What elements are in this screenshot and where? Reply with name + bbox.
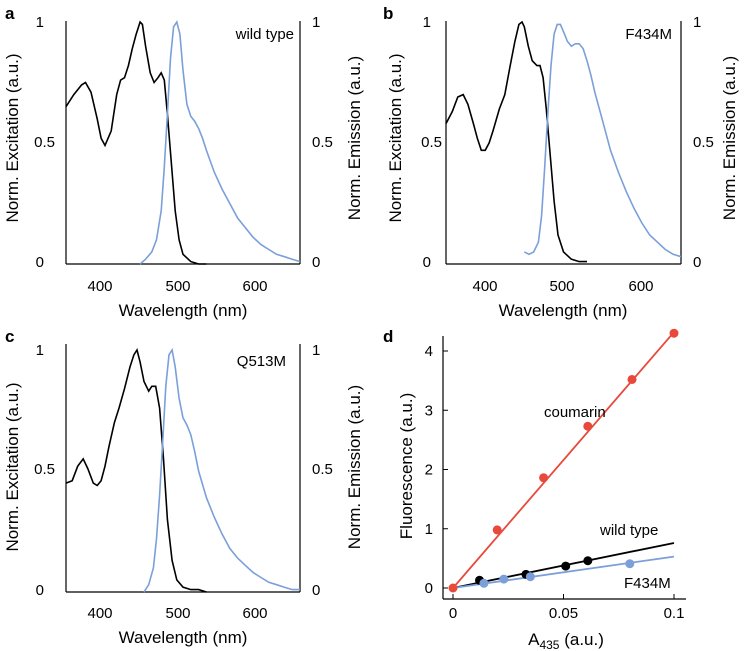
x-tick-label: 400 (87, 605, 112, 622)
x-tick-label: 600 (628, 278, 653, 295)
panel-d: d Fluorescence (a.u.) A435 (a.u.) 0 0.05 0… (383, 327, 686, 651)
y-tick-label-left: 1 (36, 342, 44, 359)
panel-label: b (383, 4, 393, 23)
wild-type-point (561, 561, 571, 571)
coumarin-point (539, 473, 549, 483)
f434m-fit-line (452, 555, 675, 589)
y-tick-label: 3 (425, 402, 433, 419)
y-tick-label: 0 (425, 580, 433, 597)
y-tick-label-left: 0 (36, 254, 44, 271)
y-tick-label-left: 1 (36, 14, 44, 31)
x-axis-label: Wavelength (nm) (119, 301, 248, 320)
y-axis-label-right: Norm. Emission (a.u.) (345, 385, 364, 549)
y-tick-label-right: 0.5 (693, 134, 714, 151)
y-tick-label-right: 0 (312, 582, 320, 599)
series-label-coumarin: coumarin (544, 404, 606, 421)
coumarin-point (669, 328, 679, 338)
y-axis-label-left: Norm. Excitation (a.u.) (3, 382, 22, 551)
x-tick-label: 0.05 (549, 605, 578, 622)
panel-a: a 1 0.5 0 1 0.5 0 400 500 600 Wavelength… (3, 4, 364, 320)
x-tick-label: 0 (449, 605, 457, 622)
x-tick-label: 500 (165, 278, 190, 295)
panel-annotation: F434M (625, 26, 672, 43)
coumarin-point (627, 374, 637, 384)
coumarin-fit-line (452, 331, 675, 589)
panel-c: c 1 0.5 0 1 0.5 0 400 500 600 Wavelength… (3, 327, 364, 647)
panel-label: c (5, 327, 14, 346)
y-tick-label-right: 1 (312, 342, 320, 359)
panel-annotation: wild type (235, 26, 294, 43)
y-tick-label-right: 0 (693, 254, 701, 271)
emission-line (523, 23, 682, 258)
y-axis-label-left: Norm. Excitation (a.u.) (3, 53, 22, 222)
x-axis-label: Wavelength (nm) (499, 301, 628, 320)
x-axis-label-subscript: 435 (539, 638, 559, 651)
y-axis-label-left: Norm. Excitation (a.u.) (386, 53, 405, 222)
series-label-f434m: F434M (624, 575, 671, 592)
y-tick-label-left: 0.5 (34, 461, 55, 478)
f434m-point (479, 578, 489, 588)
y-tick-label-left: 0 (36, 582, 44, 599)
y-axis-label: Fluorescence (a.u.) (397, 393, 416, 539)
coumarin-point (492, 525, 502, 535)
y-tick-label: 2 (425, 462, 433, 479)
panel-label: d (383, 327, 393, 346)
x-tick-label: 400 (87, 278, 112, 295)
y-tick-label-right: 1 (693, 14, 701, 31)
x-tick-label: 400 (472, 278, 497, 295)
x-axis-label-main: A (528, 630, 540, 649)
y-tick-label-left: 0.5 (34, 134, 55, 151)
f434m-point (499, 574, 509, 584)
panel-annotation: Q513M (237, 353, 286, 370)
y-tick-label-right: 0 (312, 254, 320, 271)
excitation-line (445, 20, 587, 263)
fit-lines (452, 331, 675, 589)
wild-type-point (583, 556, 593, 566)
y-axis-label-right: Norm. Emission (a.u.) (720, 56, 739, 220)
emission-line (139, 20, 301, 265)
y-tick-label: 1 (425, 521, 433, 538)
coumarin-point (448, 583, 458, 593)
excitation-line (65, 348, 207, 593)
panel-label: a (5, 4, 15, 23)
f434m-point (525, 572, 535, 582)
excitation-line (65, 20, 207, 265)
y-tick-label-left: 0 (423, 254, 431, 271)
x-axis-label-tail: (a.u.) (559, 630, 603, 649)
tick-group: 0 0.05 0.1 0 1 2 3 4 (425, 343, 685, 622)
x-tick-label: 600 (242, 605, 267, 622)
y-tick-label-right: 1 (312, 14, 320, 31)
y-tick-label-right: 0.5 (312, 461, 333, 478)
x-tick-label: 500 (549, 278, 574, 295)
x-axis-label: A435 (a.u.) (528, 630, 604, 651)
emission-line (143, 347, 300, 593)
x-tick-label: 600 (242, 278, 267, 295)
y-tick-label: 4 (425, 343, 433, 360)
x-tick-label: 0.1 (664, 605, 685, 622)
x-tick-label: 500 (165, 605, 190, 622)
y-axis-label-right: Norm. Emission (a.u.) (345, 56, 364, 220)
x-axis-label: Wavelength (nm) (119, 628, 248, 647)
y-tick-label-left: 1 (423, 14, 431, 31)
panel-b: b 1 0.5 0 1 0.5 0 400 500 600 Wavelength… (383, 4, 739, 320)
data-points (448, 328, 679, 593)
series-label-wild-type: wild type (599, 522, 658, 539)
f434m-point (625, 559, 635, 569)
y-tick-label-right: 0.5 (312, 134, 333, 151)
coumarin-point (583, 421, 593, 431)
y-tick-label-left: 0.5 (421, 134, 442, 151)
